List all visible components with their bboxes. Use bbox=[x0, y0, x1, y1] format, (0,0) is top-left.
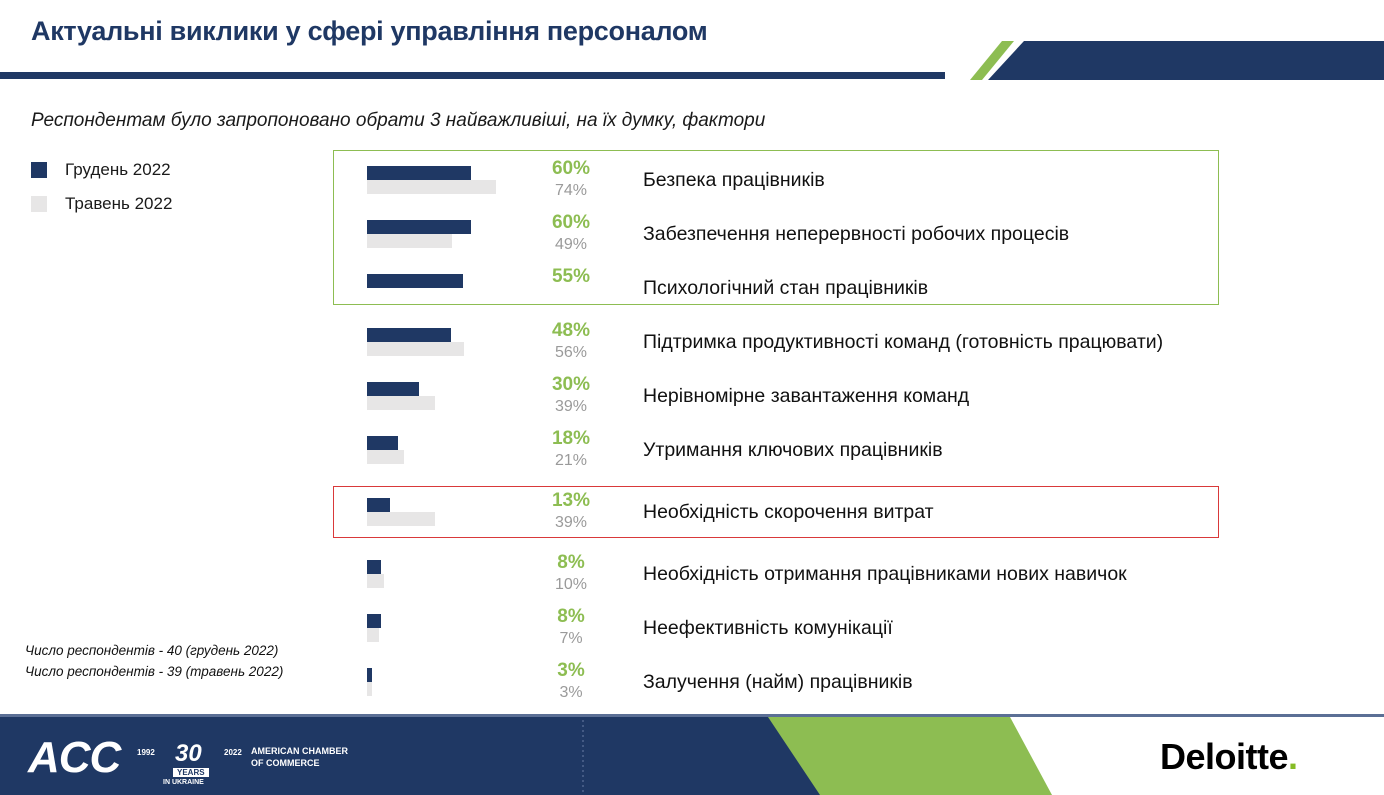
chart-row: 30% 39% Нерівномірне завантаження команд bbox=[0, 374, 1384, 420]
bar-dec bbox=[367, 328, 451, 342]
acc-in-ukraine: IN UKRAINE bbox=[163, 779, 204, 786]
header-rule bbox=[0, 72, 945, 79]
acc-year-end: 2022 bbox=[224, 748, 242, 757]
category-label: Підтримка продуктивності команд (готовні… bbox=[643, 331, 1164, 353]
chart-row: 8% 7% Неефективність комунікації bbox=[0, 606, 1384, 652]
legend-swatch-may bbox=[31, 196, 47, 212]
acc-year-start: 1992 bbox=[137, 748, 155, 757]
legend-label-dec: Грудень 2022 bbox=[65, 160, 171, 179]
data-label-may: 3% bbox=[559, 684, 583, 701]
note-may: Число респондентів - 39 (травень 2022) bbox=[25, 664, 284, 679]
bar-dec bbox=[367, 382, 420, 396]
data-label-dec: 3% bbox=[557, 660, 585, 681]
chart-row: 13% 39% Необхідність скорочення витрат bbox=[0, 490, 1384, 536]
chart-row: 60% 74% Безпека працівників bbox=[0, 158, 1384, 204]
acc-chamber-line1: AMERICAN CHAMBER bbox=[251, 746, 348, 756]
page-subtitle: Респондентам було запропоновано обрати 3… bbox=[31, 110, 766, 131]
bar-may bbox=[367, 234, 453, 248]
data-label-may: 7% bbox=[559, 630, 583, 647]
acc-years-word: YEARS bbox=[173, 768, 209, 777]
bar-may bbox=[367, 396, 435, 410]
legend-item-dec: Грудень 2022 bbox=[31, 153, 172, 187]
bar-dec bbox=[367, 436, 399, 450]
bar-dec bbox=[367, 560, 381, 574]
bar-dec bbox=[367, 614, 381, 628]
data-label-dec: 60% bbox=[551, 212, 591, 233]
header-decoration bbox=[0, 41, 1384, 80]
category-label: Неефективність комунікації bbox=[643, 617, 893, 639]
bar-may bbox=[367, 180, 496, 194]
category-label: Забезпечення неперервності робочих проце… bbox=[643, 223, 1070, 245]
acc-30: 30 bbox=[175, 740, 202, 767]
category-label: Утримання ключових працівників bbox=[643, 439, 943, 461]
deloitte-word: Deloitte bbox=[1160, 736, 1289, 777]
bar-dec bbox=[367, 274, 463, 288]
bar-may bbox=[367, 682, 373, 696]
legend: Грудень 2022 Травень 2022 bbox=[31, 153, 172, 221]
note-dec: Число респондентів - 40 (грудень 2022) bbox=[25, 643, 279, 658]
data-label-may: 56% bbox=[554, 344, 588, 361]
highlight-box-top3 bbox=[333, 150, 1219, 305]
legend-label-may: Травень 2022 bbox=[65, 194, 173, 213]
category-label: Необхідність скорочення витрат bbox=[643, 501, 934, 523]
legend-swatch-dec bbox=[31, 162, 47, 178]
data-label-may: 74% bbox=[554, 182, 588, 199]
highlight-box-cost bbox=[333, 486, 1219, 538]
bar-may bbox=[367, 342, 465, 356]
category-label: Психологічний стан працівників bbox=[643, 277, 929, 299]
data-label-may: 21% bbox=[554, 452, 588, 469]
chart-row: 18% 21% Утримання ключових працівників bbox=[0, 428, 1384, 474]
bar-may bbox=[367, 512, 435, 526]
data-label-may: 10% bbox=[554, 576, 588, 593]
chart-row: 55% Психологічний стан працівників bbox=[0, 266, 1384, 312]
data-label-dec: 18% bbox=[551, 428, 591, 449]
category-label: Необхідність отримання працівниками нови… bbox=[643, 563, 1127, 585]
bar-dec bbox=[367, 166, 472, 180]
data-label-may: 49% bbox=[554, 236, 588, 253]
chart-row: 3% 3% Залучення (найм) працівників bbox=[0, 660, 1384, 706]
bar-dec bbox=[367, 498, 390, 512]
footer-background bbox=[0, 714, 1384, 795]
bar-may bbox=[367, 574, 385, 588]
respondent-notes: Число респондентів - 40 (грудень 2022) Ч… bbox=[25, 640, 283, 682]
chart-row: 48% 56% Підтримка продуктивності команд (г… bbox=[0, 320, 1384, 366]
chart-row: 60% 49% Забезпечення неперервності робочих… bbox=[0, 212, 1384, 258]
data-label-dec: 55% bbox=[551, 266, 591, 287]
bar-dec bbox=[367, 668, 373, 682]
data-label-dec: 8% bbox=[557, 552, 585, 573]
data-label-dec: 13% bbox=[551, 490, 591, 511]
acc-chamber-name: AMERICAN CHAMBER OF COMMERCE bbox=[251, 745, 348, 769]
deloitte-dot: . bbox=[1288, 736, 1298, 777]
deloitte-logo: Deloitte. bbox=[1160, 736, 1298, 778]
chart-row: 8% 10% Необхідність отримання працівниками… bbox=[0, 552, 1384, 598]
data-label-dec: 60% bbox=[551, 158, 591, 179]
bar-may bbox=[367, 628, 380, 642]
acc-logo: ACC bbox=[28, 733, 121, 782]
data-label-may: 39% bbox=[554, 514, 588, 531]
data-label-dec: 8% bbox=[557, 606, 585, 627]
bar-may bbox=[367, 450, 404, 464]
acc-chamber-line2: OF COMMERCE bbox=[251, 758, 320, 768]
header-navy-block bbox=[988, 41, 1384, 80]
category-label: Залучення (найм) працівників bbox=[643, 671, 913, 693]
bar-dec bbox=[367, 220, 472, 234]
data-label-dec: 48% bbox=[551, 320, 591, 341]
data-label-may: 39% bbox=[554, 398, 588, 415]
category-label: Нерівномірне завантаження команд bbox=[643, 385, 970, 407]
data-label-dec: 30% bbox=[551, 374, 591, 395]
legend-item-may: Травень 2022 bbox=[31, 187, 172, 221]
category-label: Безпека працівників bbox=[643, 169, 825, 191]
header-green-stripe bbox=[970, 41, 1014, 80]
page-title: Актуальні виклики у сфері управління пер… bbox=[31, 16, 708, 46]
